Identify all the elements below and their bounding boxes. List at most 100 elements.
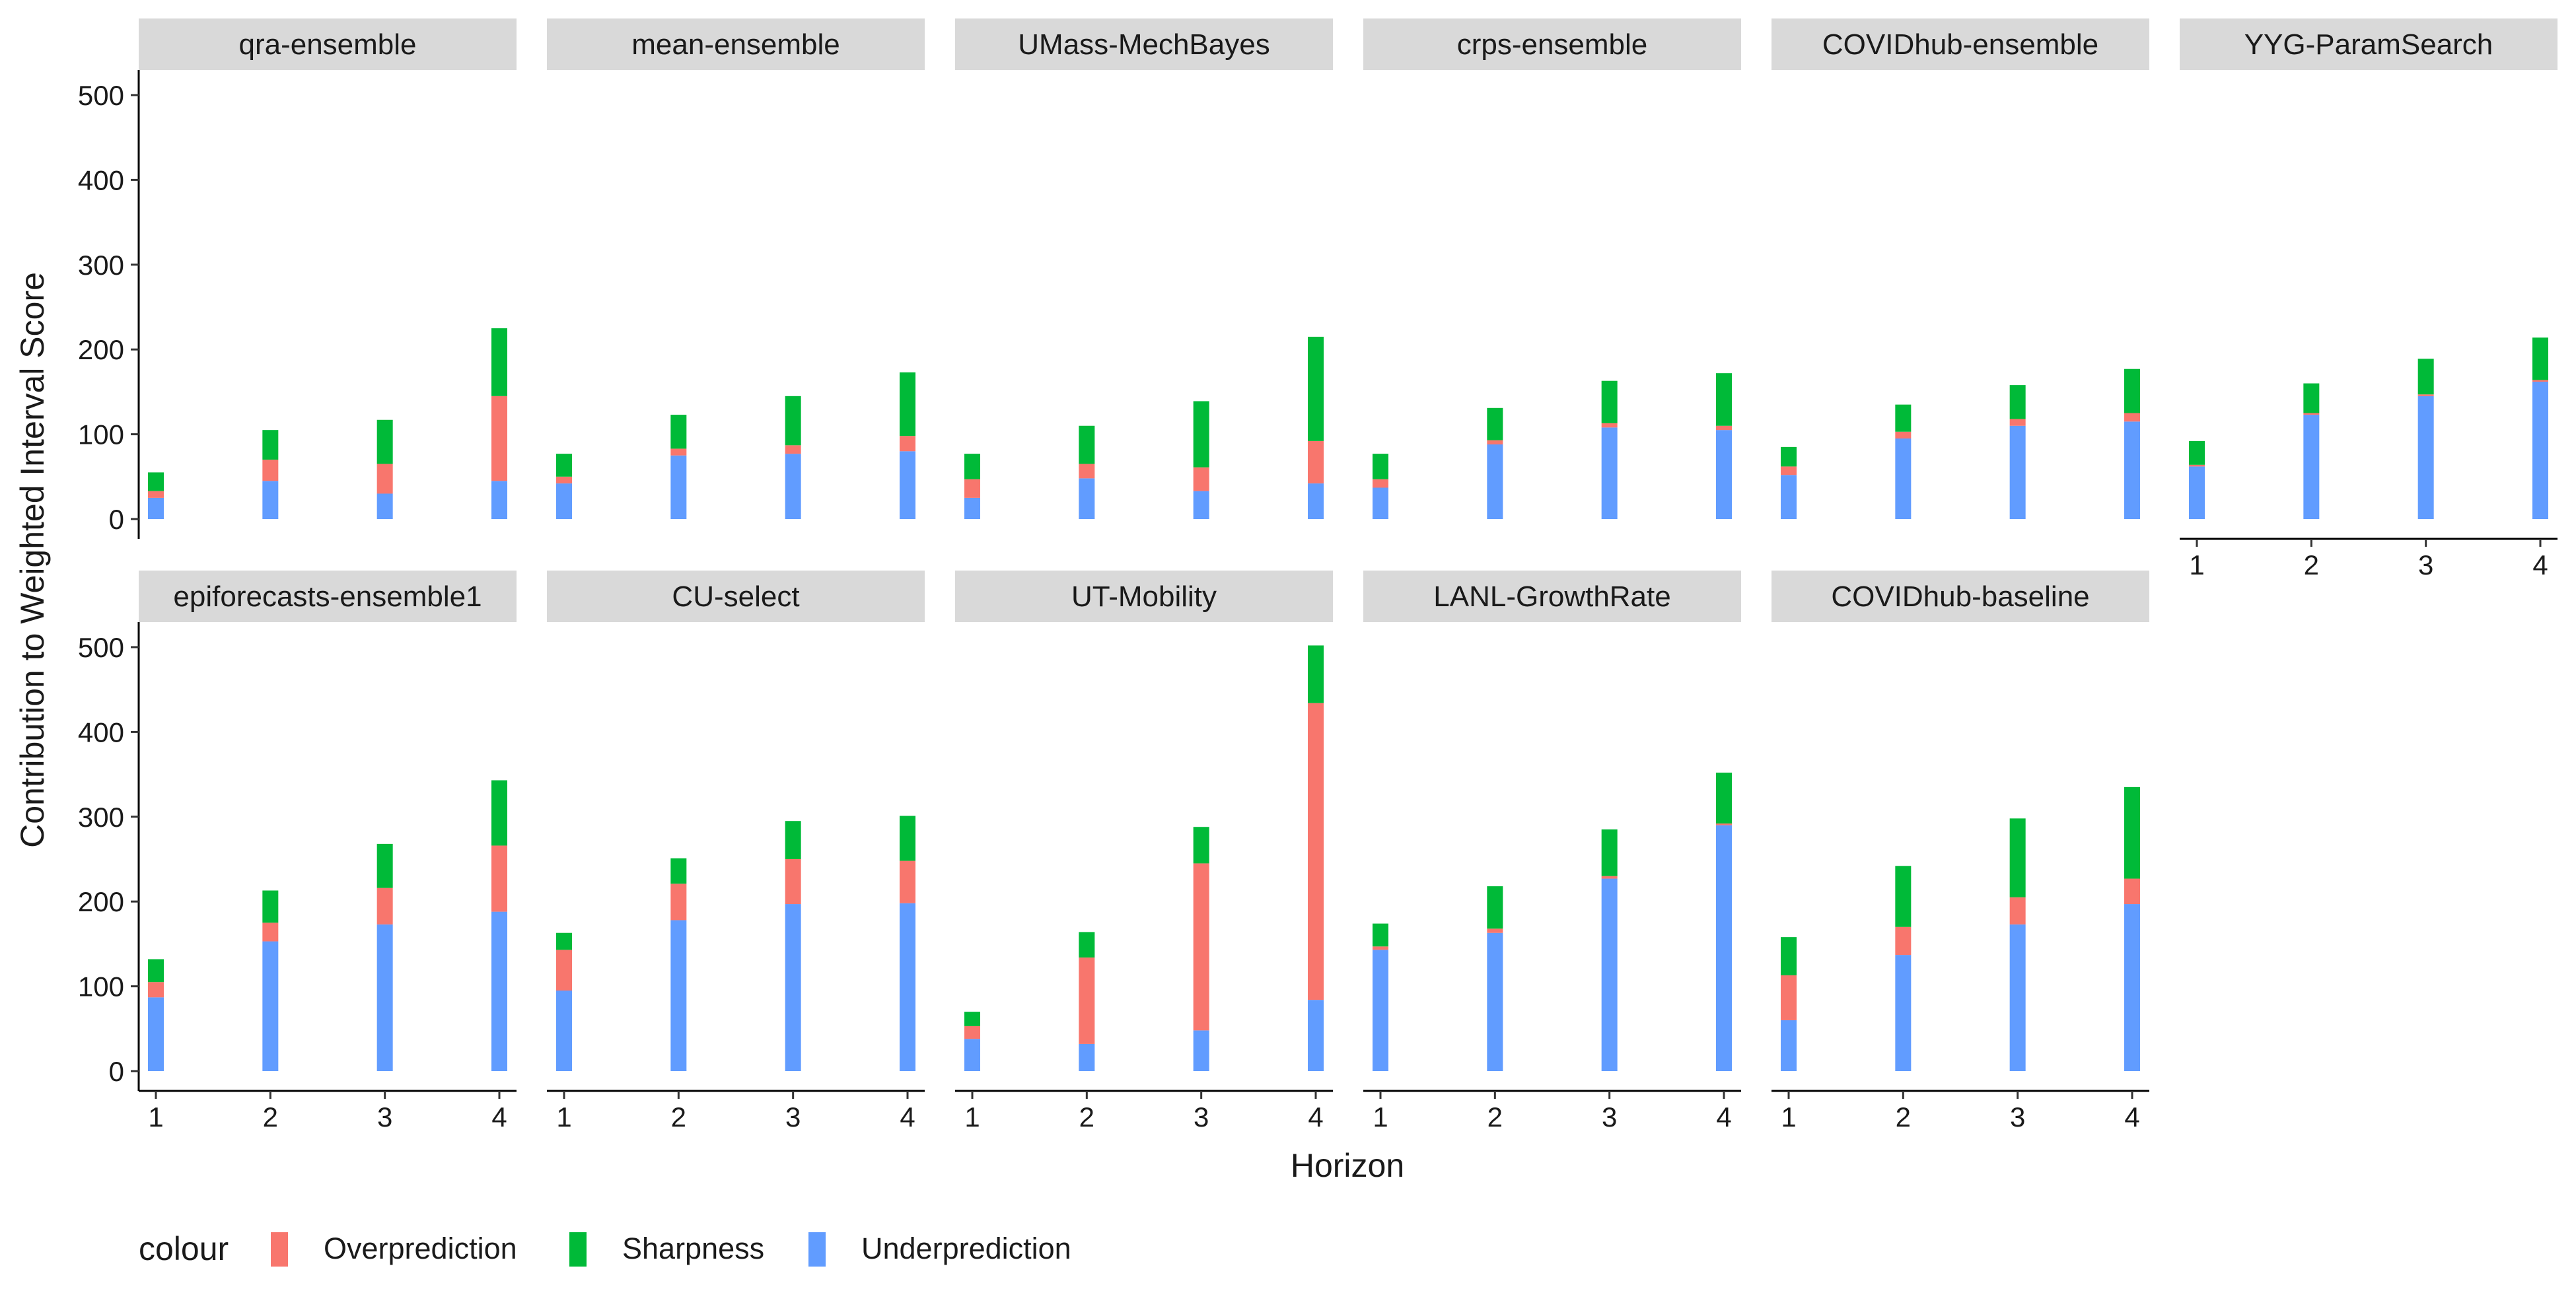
- bar-sharpness-h2: [1895, 866, 1912, 927]
- bar-overprediction-h1: [1373, 479, 1388, 488]
- bar-sharpness-h1: [148, 959, 164, 983]
- bar-sharpness-h4: [900, 816, 915, 861]
- bar-underprediction-h2: [670, 455, 687, 519]
- y-tick-label: 500: [78, 632, 124, 663]
- bar-overprediction-h2: [1895, 431, 1912, 439]
- bar-overprediction-h2: [1895, 926, 1912, 956]
- bar-overprediction-h4: [1308, 703, 1324, 1000]
- bar-sharpness-h1: [2189, 440, 2205, 465]
- bar-overprediction-h1: [148, 982, 164, 998]
- bar-sharpness-h1: [1781, 937, 1797, 975]
- facet-strip: [955, 571, 1333, 622]
- facet-title: COVIDhub-ensemble: [1822, 28, 2098, 61]
- bar-overprediction-h2: [670, 884, 687, 921]
- bar-sharpness-h2: [1079, 932, 1095, 958]
- bar-overprediction-h3: [2417, 394, 2434, 396]
- x-tick-label: 4: [900, 1101, 915, 1133]
- x-tick-label: 2: [1896, 1101, 1911, 1133]
- bar-underprediction-h3: [785, 454, 801, 519]
- bar-overprediction-h1: [964, 479, 980, 498]
- legend: colour Overprediction Sharpness Underpredic…: [139, 1230, 1071, 1267]
- bar-sharpness-h2: [1487, 886, 1503, 929]
- bar-overprediction-h3: [785, 445, 801, 454]
- bar-overprediction-h3: [1601, 876, 1618, 879]
- bar-overprediction-h2: [2303, 413, 2320, 415]
- bar-sharpness-h2: [670, 858, 687, 884]
- bar-underprediction-h3: [2009, 425, 2026, 519]
- bar-sharpness-h4: [491, 780, 507, 846]
- legend-label-overprediction: Overprediction: [324, 1232, 517, 1265]
- bar-overprediction-h2: [670, 448, 687, 456]
- bar-overprediction-h1: [148, 491, 164, 498]
- facet-title: qra-ensemble: [238, 28, 416, 61]
- panel-qra-ensemble: qra-ensemble 0 100 200 300 400 500: [78, 18, 517, 539]
- facet-title: CU-select: [672, 580, 799, 613]
- bar-underprediction-h1: [1373, 487, 1388, 519]
- bar-underprediction-h2: [262, 941, 279, 1071]
- bar-underprediction-h4: [1716, 430, 1732, 519]
- bar-sharpness-h3: [2009, 385, 2026, 419]
- bar-underprediction-h1: [964, 1039, 980, 1071]
- bar-overprediction-h2: [1487, 440, 1503, 445]
- bar-overprediction-h3: [1601, 423, 1618, 428]
- bar-overprediction-h2: [1079, 464, 1095, 479]
- x-tick-label: 3: [785, 1101, 801, 1133]
- x-tick-label: 2: [1487, 1101, 1503, 1133]
- bar-sharpness-h4: [900, 372, 915, 436]
- bar-sharpness-h1: [1373, 454, 1388, 479]
- panel-crps-ensemble: crps-ensemble: [1363, 18, 1741, 519]
- bar-underprediction-h3: [785, 904, 801, 1071]
- bar-overprediction-h1: [964, 1026, 980, 1039]
- bar-underprediction-h1: [1781, 475, 1797, 519]
- bar-sharpness-h3: [1193, 827, 1209, 864]
- x-tick-label: 1: [1781, 1101, 1796, 1133]
- bar-sharpness-h1: [1781, 446, 1797, 467]
- facet-strip: [1771, 18, 2149, 70]
- y-tick-label: 500: [78, 80, 124, 111]
- panel-lanl-growthrate: LANL-GrowthRate 1 2 3 4: [1363, 571, 1741, 1133]
- facet-title: UT-Mobility: [1071, 580, 1217, 613]
- bar-overprediction-h3: [1193, 863, 1209, 1031]
- bar-sharpness-h4: [2124, 368, 2140, 413]
- bar-underprediction-h2: [670, 920, 687, 1071]
- bar-overprediction-h4: [2532, 380, 2548, 382]
- facet-title: YYG-ParamSearch: [2244, 28, 2493, 61]
- x-tick-label: 2: [1079, 1101, 1094, 1133]
- y-tick-label: 0: [109, 504, 124, 535]
- bar-underprediction-h2: [1487, 444, 1503, 519]
- bar-overprediction-h3: [1193, 467, 1209, 491]
- bar-sharpness-h1: [556, 932, 572, 950]
- bar-underprediction-h2: [1487, 932, 1503, 1071]
- bar-overprediction-h2: [1079, 957, 1095, 1044]
- y-tick-label: 200: [78, 886, 124, 917]
- bar-underprediction-h1: [1781, 1020, 1797, 1071]
- panel-epiforecasts-ensemble1: epiforecasts-ensemble1 0 100 200 300 400 500 1 2…: [78, 571, 517, 1133]
- x-tick-label: 2: [2304, 549, 2319, 580]
- panel-mean-ensemble: mean-ensemble: [547, 18, 925, 519]
- bar-sharpness-h4: [1716, 373, 1732, 426]
- bar-overprediction-h4: [491, 845, 507, 912]
- bar-overprediction-h2: [1487, 928, 1503, 933]
- bar-overprediction-h4: [1716, 425, 1732, 431]
- bar-sharpness-h3: [1193, 401, 1209, 468]
- bar-underprediction-h2: [1895, 955, 1912, 1071]
- bar-overprediction-h4: [491, 396, 507, 481]
- bar-underprediction-h4: [491, 911, 507, 1071]
- bar-sharpness-h1: [556, 454, 572, 477]
- bar-sharpness-h3: [785, 821, 801, 859]
- facet-title: mean-ensemble: [631, 28, 840, 61]
- bar-sharpness-h2: [1487, 407, 1503, 440]
- bar-underprediction-h4: [900, 903, 915, 1071]
- panel-umass-mechbayes: UMass-MechBayes: [955, 18, 1333, 519]
- bar-underprediction-h4: [2124, 421, 2140, 519]
- y-tick-label: 400: [78, 716, 124, 748]
- bar-underprediction-h3: [1601, 427, 1618, 519]
- bar-underprediction-h3: [2417, 396, 2434, 519]
- bar-underprediction-h2: [1079, 478, 1095, 519]
- facet-strip: [1363, 18, 1741, 70]
- bar-underprediction-h3: [1193, 491, 1209, 519]
- bar-underprediction-h1: [148, 497, 164, 519]
- y-tick-label: 300: [78, 802, 124, 833]
- bar-overprediction-h3: [2009, 419, 2026, 426]
